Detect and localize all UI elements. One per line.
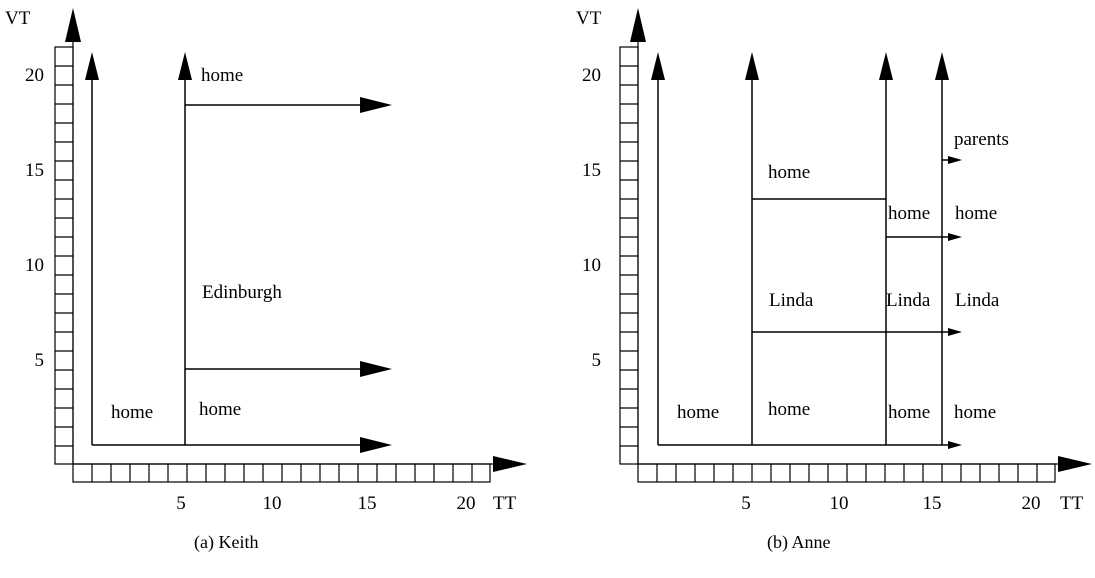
panel-keith-y-axis-arrowhead — [65, 8, 81, 42]
region-label: home — [888, 203, 930, 224]
region-label: home — [199, 399, 241, 420]
panel-anne-y-tick-label: 15 — [582, 160, 601, 181]
arrowhead-right — [948, 233, 962, 241]
arrowhead-right — [948, 441, 962, 449]
panel-anne-y-axis-label: VT — [576, 8, 602, 29]
panel-keith-x-tick-label: 20 — [457, 493, 476, 514]
panel-anne-y-axis-ruler — [619, 46, 639, 465]
panel-keith-x-tick-label: 15 — [358, 493, 377, 514]
region-label: home — [954, 402, 996, 423]
region-label: home — [677, 402, 719, 423]
panel-keith-y-tick-label: 5 — [35, 350, 45, 371]
arrowhead-up — [651, 52, 665, 80]
panel-anne-y-tick-label: 5 — [592, 350, 602, 371]
arrowhead-right — [360, 97, 392, 113]
panel-anne-fact-lines — [657, 78, 950, 446]
region-label: Linda — [769, 290, 814, 311]
panel-keith-x-tick-label: 10 — [263, 493, 282, 514]
arrowhead-up — [935, 52, 949, 80]
panel-keith-y-tick-label: 20 — [25, 65, 44, 86]
panel-keith-x-tick-label: 5 — [176, 493, 186, 514]
panel-keith-x-axis-ruler — [72, 463, 491, 483]
panel-keith-x-axis-arrowhead — [493, 456, 527, 472]
region-label: home — [768, 399, 810, 420]
panel-keith-y-axis-ruler — [54, 46, 74, 465]
region-label: Edinburgh — [202, 282, 282, 303]
panel-keith-y-axis-label: VT — [5, 8, 31, 29]
panel-anne-caption: (b) Anne — [767, 532, 831, 552]
panel-keith-y-tick-label: 15 — [25, 160, 44, 181]
panel-keith-x-axis-label: TT — [493, 493, 517, 514]
region-label: Linda — [886, 290, 931, 311]
panel-anne-y-axis-arrowhead — [630, 8, 646, 42]
panel-anne: VT TT 5 10 15 20 5 10 15 20 home home — [576, 8, 1092, 514]
panel-anne-axes — [619, 40, 1060, 483]
arrowhead-right — [948, 328, 962, 336]
panel-anne-x-tick-label: 20 — [1022, 493, 1041, 514]
region-label: home — [955, 203, 997, 224]
region-label: Linda — [955, 290, 1000, 311]
panel-keith-axes — [54, 40, 495, 483]
panel-anne-x-tick-label: 15 — [923, 493, 942, 514]
arrowhead-right — [360, 437, 392, 453]
arrowhead-right — [948, 156, 962, 164]
panel-anne-y-tick-label: 10 — [582, 255, 601, 276]
panel-keith-fact-lines — [91, 78, 362, 446]
region-label: parents — [954, 129, 1009, 150]
panel-anne-x-axis-label: TT — [1060, 493, 1084, 514]
arrowhead-up — [178, 52, 192, 80]
panel-keith: VT TT 5 10 15 20 5 10 15 20 home home Ed… — [5, 8, 527, 514]
panel-anne-x-tick-label: 5 — [741, 493, 751, 514]
arrowhead-up — [85, 52, 99, 80]
region-label: home — [111, 402, 153, 423]
arrowhead-right — [360, 361, 392, 377]
panel-anne-x-tick-label: 10 — [830, 493, 849, 514]
arrowhead-up — [745, 52, 759, 80]
arrowhead-up — [879, 52, 893, 80]
panel-anne-x-axis-arrowhead — [1058, 456, 1092, 472]
region-label: home — [888, 402, 930, 423]
region-label: home — [768, 162, 810, 183]
region-label: home — [201, 65, 243, 86]
panel-keith-caption: (a) Keith — [194, 532, 259, 552]
panel-anne-x-axis-ruler — [637, 463, 1056, 483]
panel-keith-y-tick-label: 10 — [25, 255, 44, 276]
panel-anne-y-tick-label: 20 — [582, 65, 601, 86]
